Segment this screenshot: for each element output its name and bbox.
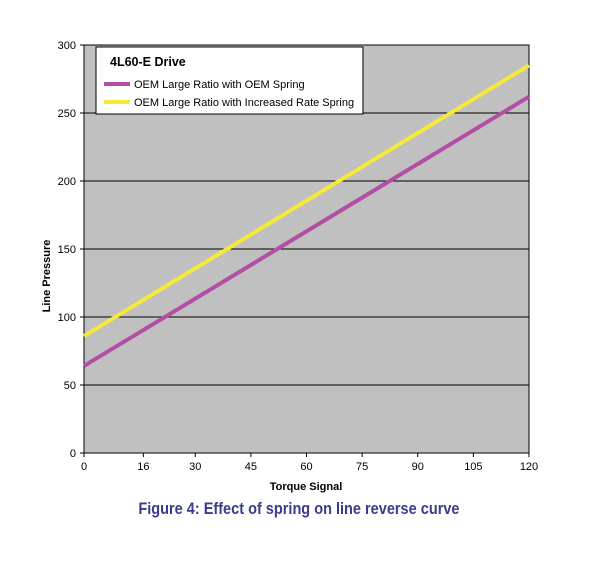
series-lines	[82, 63, 531, 368]
y-tick-labels: 0 50 100 150 200 250 300	[58, 40, 84, 460]
legend-label-1: OEM Large Ratio with OEM Spring	[134, 79, 305, 91]
x-tick-label: 105	[464, 461, 482, 473]
legend-title: 4L60-E Drive	[110, 55, 186, 69]
y-tick-label: 150	[58, 244, 76, 256]
x-tick-label: 120	[520, 461, 538, 473]
x-tick-label: 30	[189, 461, 201, 473]
legend-box	[95, 46, 364, 115]
series-line-2	[82, 63, 531, 338]
x-tick-labels: 0 16 30 45 60 75 90 105 120	[81, 453, 538, 473]
y-tick-label: 50	[64, 380, 76, 392]
y-tick-label: 300	[58, 40, 76, 52]
x-tick-label: 16	[137, 461, 149, 473]
y-tick-label: 100	[58, 312, 76, 324]
x-tick-label: 45	[245, 461, 257, 473]
legend-label-2: OEM Large Ratio with Increased Rate Spri…	[134, 97, 354, 109]
x-axis-title: Torque Signal	[270, 481, 343, 493]
x-tick-label: 90	[412, 461, 424, 473]
y-tick-label: 250	[58, 108, 76, 120]
series-line-1	[82, 94, 531, 368]
x-tick-label: 75	[356, 461, 368, 473]
y-axis-title: Line Pressure	[41, 240, 53, 313]
figure-caption: Figure 4: Effect of spring on line rever…	[138, 500, 460, 518]
x-tick-label: 0	[81, 461, 87, 473]
y-tick-label: 200	[58, 176, 76, 188]
y-tick-label: 0	[70, 448, 76, 460]
legend: 4L60-E Drive OEM Large Ratio with OEM Sp…	[95, 46, 364, 115]
chart: 0 50 100 150 200 250 300 0 16 30 45 60 75 90 105 120 T…	[41, 40, 538, 493]
x-tick-label: 60	[300, 461, 312, 473]
